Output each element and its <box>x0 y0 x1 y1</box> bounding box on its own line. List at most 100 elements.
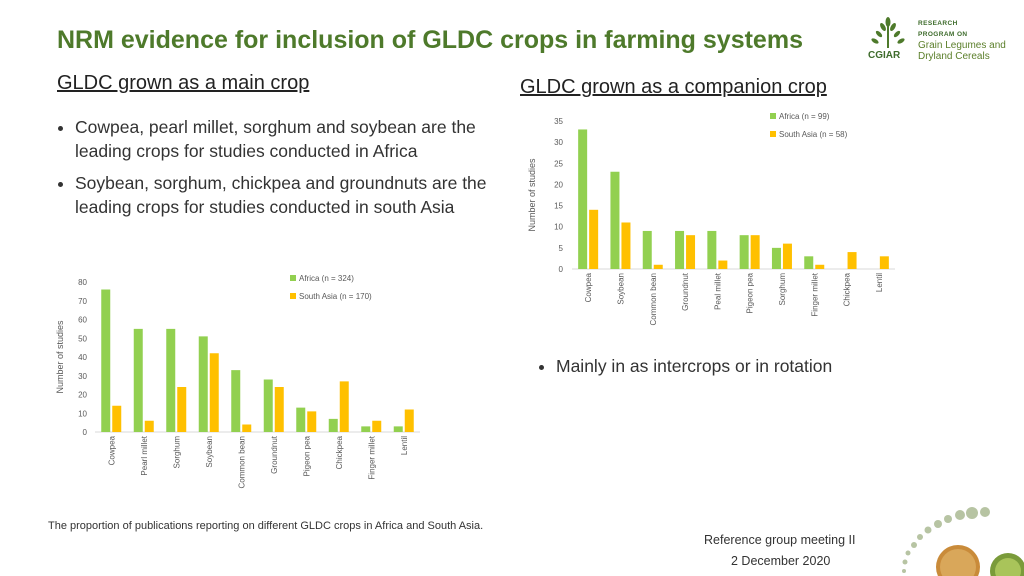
x-tick-label: Cowpea <box>584 272 593 302</box>
main-crop-subtitle: GLDC grown as a main crop <box>57 72 310 94</box>
y-tick-label: 0 <box>83 428 88 437</box>
bullet-item: Cowpea, pearl millet, sorghum and soybea… <box>75 115 535 163</box>
y-tick-label: 30 <box>78 372 87 381</box>
bar-south-asia <box>815 264 825 269</box>
companion-crop-bullets: Mainly in as intercrops or in rotation <box>538 356 832 377</box>
y-tick-label: 30 <box>554 138 563 147</box>
x-tick-label: Pigeon pea <box>746 272 755 313</box>
bar-africa <box>642 230 652 269</box>
bar-south-asia <box>372 420 382 432</box>
bar-africa <box>771 247 781 269</box>
bar-africa <box>393 426 403 432</box>
y-axis-label: Number of studies <box>527 158 537 232</box>
y-tick-label: 25 <box>554 159 563 168</box>
bar-africa <box>133 328 143 432</box>
legend-label: South Asia (n = 170) <box>299 292 372 301</box>
y-tick-label: 60 <box>78 316 87 325</box>
bar-south-asia <box>404 409 414 432</box>
companion-chart-group: 0 5 10 15 20 25 30 35 Number of studies Cowpea Soy… <box>527 112 895 325</box>
x-tick-label: Common bean <box>237 436 246 488</box>
slide-title: NRM evidence for inclusion of GLDC crops… <box>57 26 803 54</box>
bar-south-asia <box>621 222 631 269</box>
y-tick-label: 40 <box>78 353 87 362</box>
x-tick-label: Groundnut <box>681 272 690 311</box>
x-tick-label: Soybean <box>205 436 214 468</box>
figure-caption: The proportion of publications reporting… <box>48 520 484 532</box>
bar-south-asia <box>339 381 349 432</box>
bar-south-asia <box>307 411 317 432</box>
logo-line-3: Grain Legumes and <box>918 40 1006 51</box>
bar-africa <box>101 289 111 432</box>
legend-label: South Asia (n = 58) <box>779 130 848 139</box>
meeting-name: Reference group meeting II <box>704 533 856 547</box>
x-tick-label: Pigeon pea <box>302 435 311 476</box>
legend-label: Africa (n = 324) <box>299 274 354 283</box>
bar-africa <box>263 379 273 432</box>
bar-south-asia <box>718 260 728 269</box>
x-tick-label: Lentil <box>400 436 409 455</box>
y-axis-label: Number of studies <box>55 320 65 394</box>
companion-crop-subtitle: GLDC grown as a companion crop <box>520 76 827 98</box>
x-tick-label: Chickpea <box>335 435 344 469</box>
y-tick-label: 35 <box>554 117 563 126</box>
gldc-logo <box>862 14 1012 66</box>
legend-label: Africa (n = 99) <box>779 112 830 121</box>
x-tick-label: Cowpea <box>107 435 116 465</box>
wheat-icon <box>871 17 905 48</box>
bar-africa <box>166 328 176 432</box>
x-tick-label: Soybean <box>616 273 625 305</box>
program-logo-text: RESEARCH PROGRAM ON Grain Legumes and Dr… <box>918 18 1006 62</box>
y-tick-label: 0 <box>559 265 564 274</box>
bar-africa <box>804 256 814 269</box>
bar-south-asia <box>879 256 889 269</box>
logo-line-2: PROGRAM ON <box>918 31 968 38</box>
bar-africa <box>198 336 208 432</box>
bar-africa <box>328 418 338 432</box>
bar-south-asia <box>274 387 284 432</box>
x-tick-label: Chickpea <box>843 272 852 306</box>
bar-south-asia <box>209 353 219 432</box>
meeting-date: 2 December 2020 <box>731 554 831 568</box>
legend-swatch <box>770 131 776 137</box>
bar-south-asia <box>144 420 154 432</box>
legend-swatch <box>290 275 296 281</box>
bar-south-asia <box>177 387 187 432</box>
x-tick-label: Sorghum <box>778 273 787 306</box>
y-tick-label: 80 <box>78 278 87 287</box>
y-tick-label: 5 <box>559 244 564 253</box>
bar-africa <box>296 407 306 432</box>
bar-south-asia <box>686 235 696 269</box>
y-tick-label: 20 <box>78 391 87 400</box>
x-tick-label: Common bean <box>649 273 658 325</box>
x-tick-label: Finger millet <box>810 272 819 316</box>
bullet-item: Mainly in as intercrops or in rotation <box>556 356 832 377</box>
y-tick-label: 20 <box>554 180 563 189</box>
x-tick-label: Peal millet <box>713 272 722 310</box>
bar-south-asia <box>653 264 663 269</box>
bar-south-asia <box>847 252 857 269</box>
logo-line-4: Dryland Cereals <box>918 51 990 62</box>
cgiar-label: CGIAR <box>868 50 901 61</box>
bar-africa <box>739 235 749 269</box>
legend-swatch <box>290 293 296 299</box>
x-tick-label: Groundnut <box>270 435 279 474</box>
x-tick-label: Finger millet <box>367 435 376 479</box>
x-tick-label: Pearl millet <box>140 435 149 475</box>
bar-africa <box>675 230 685 269</box>
y-tick-label: 70 <box>78 297 87 306</box>
main-chart-group: 0 10 20 30 40 50 60 70 80 Number of studies Cowpea… <box>55 274 420 488</box>
decorative-dots <box>902 507 1024 576</box>
bar-africa <box>610 171 620 269</box>
bar-africa <box>578 129 588 269</box>
y-tick-label: 10 <box>78 409 87 418</box>
x-tick-label: Lentil <box>875 273 884 292</box>
y-tick-label: 50 <box>78 334 87 343</box>
bar-africa <box>707 230 717 269</box>
main-crop-bullets: Cowpea, pearl millet, sorghum and soybea… <box>55 115 535 227</box>
bar-south-asia <box>782 243 792 269</box>
legend-swatch <box>770 113 776 119</box>
x-tick-label: Sorghum <box>172 436 181 469</box>
bar-south-asia <box>242 424 252 432</box>
bar-africa <box>361 426 371 432</box>
